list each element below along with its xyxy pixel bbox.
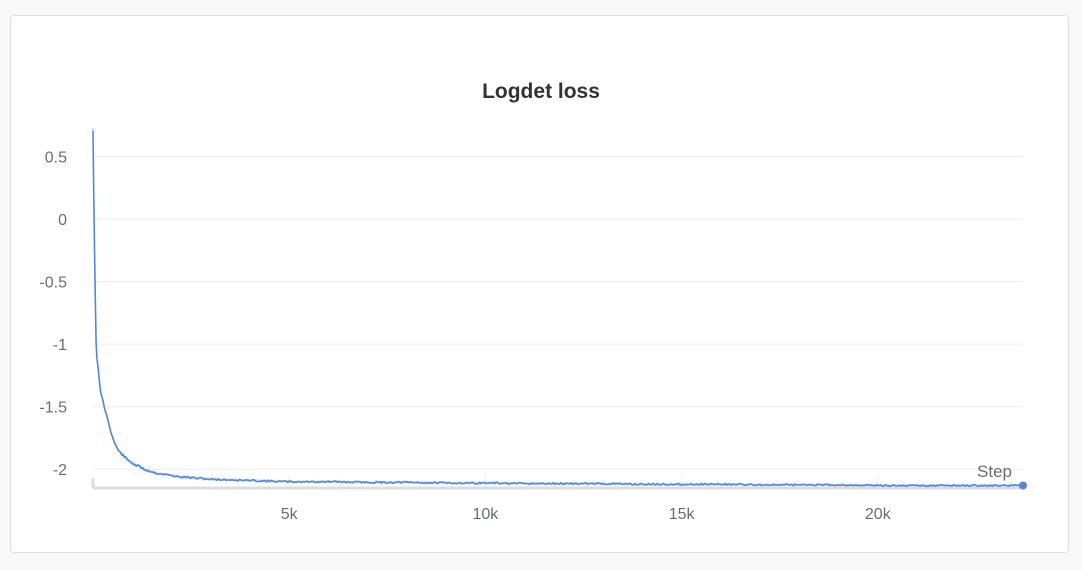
x-axis-label: Step: [977, 462, 1012, 481]
data-point: [147, 469, 149, 472]
data-point: [163, 473, 165, 475]
data-point: [720, 483, 722, 485]
x-tick-label: 20k: [865, 506, 892, 523]
line-chart: Logdet loss 0.5 0 -0.5 -1 -1.5 -2 5k 10k 15k 20k…: [39, 80, 1027, 523]
data-point: [367, 481, 369, 483]
data-point: [93, 193, 95, 195]
data-point: [93, 255, 96, 258]
data-point: [95, 343, 97, 345]
data-point: [249, 479, 251, 482]
data-point: [115, 446, 118, 448]
y-tick-label: -1.5: [39, 400, 67, 417]
data-point: [602, 483, 604, 485]
data-point: [186, 476, 188, 478]
x-tick-label: 10k: [473, 506, 500, 523]
grid-lines: [93, 156, 1023, 488]
data-point: [445, 482, 447, 484]
data-point: [229, 479, 231, 481]
data-point: [524, 483, 526, 485]
data-point: [100, 391, 102, 393]
data-point: [110, 431, 112, 433]
data-point: [97, 368, 99, 370]
data-point: [135, 464, 137, 467]
chart-title: Logdet loss: [482, 80, 600, 103]
y-tick-label: -0.5: [39, 275, 67, 292]
data-point: [406, 481, 408, 483]
data-point: [759, 484, 761, 486]
axes: [91, 478, 1023, 490]
data-point: [178, 476, 180, 478]
data-point: [194, 477, 196, 479]
data-point: [877, 484, 879, 487]
data-point: [123, 456, 125, 458]
data-point: [92, 128, 94, 130]
data-point: [104, 408, 106, 410]
data-point: [98, 381, 100, 383]
data-point: [151, 471, 153, 473]
data-point: [202, 478, 204, 480]
data-point: [112, 437, 114, 439]
data-point: [798, 484, 800, 486]
x-tick-label: 15k: [669, 506, 696, 523]
data-point: [131, 462, 133, 464]
data-point: [288, 481, 290, 483]
y-tick-label: -2: [53, 462, 67, 479]
data-point: [94, 306, 96, 308]
data-point: [210, 478, 212, 480]
data-point: [108, 421, 110, 423]
data-point: [681, 483, 683, 485]
series-layer: [92, 121, 1027, 490]
x-tick-label: 5k: [281, 506, 299, 523]
data-point: [327, 481, 330, 483]
series-end-marker[interactable]: [1019, 481, 1027, 490]
data-point: [119, 452, 122, 454]
data-point: [117, 449, 120, 452]
y-tick-label: -1: [53, 337, 67, 354]
data-point: [170, 474, 173, 477]
data-point: [139, 466, 141, 468]
data-point: [106, 413, 108, 415]
data-point: [268, 480, 271, 482]
data-point: [563, 483, 565, 485]
data-point: [96, 356, 98, 358]
x-axis-ticks: 5k 10k 15k 20k: [281, 506, 892, 523]
data-point: [837, 484, 840, 486]
data-point: [484, 482, 487, 484]
chart-panel: Logdet loss 0.5 0 -0.5 -1 -1.5 -2 5k 10k 15k 20k…: [10, 15, 1069, 553]
series-noise-band: [93, 121, 1023, 488]
y-tick-label: 0: [58, 212, 67, 229]
data-point: [127, 459, 129, 462]
data-point: [155, 472, 157, 474]
y-tick-label: 0.5: [45, 150, 67, 167]
data-point: [916, 484, 918, 487]
data-point: [994, 484, 997, 487]
y-axis-ticks: 0.5 0 -0.5 -1 -1.5 -2: [39, 150, 67, 480]
data-point: [955, 484, 957, 487]
data-point: [113, 442, 116, 444]
data-point: [641, 483, 643, 485]
series-line: [92, 130, 1024, 488]
data-point: [143, 468, 145, 470]
data-point: [102, 399, 104, 402]
